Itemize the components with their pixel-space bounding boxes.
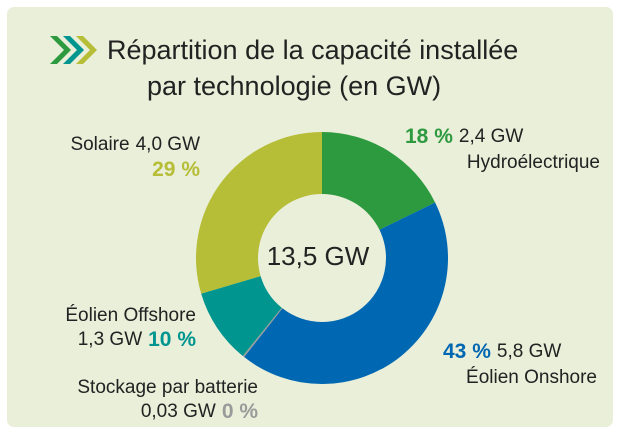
share-label: 10 % <box>148 328 196 351</box>
title-icon <box>50 36 97 64</box>
slice-label: 1,3 GW 10 % <box>78 328 197 351</box>
share-label: 18 % <box>405 125 453 148</box>
chevron <box>63 36 84 64</box>
slice-label: 0,03 GW 0 % <box>141 400 258 423</box>
slice <box>322 132 436 230</box>
share-label: 0 % <box>222 400 259 423</box>
value-label: 5,8 GW <box>497 341 561 362</box>
slice-label: 29 % <box>152 158 200 181</box>
slice-label: Stockage par batterie <box>77 377 258 398</box>
category-label: Éolien Onshore <box>466 367 597 388</box>
center-label: 13,5 GW <box>267 241 370 271</box>
value-label: 2,4 GW <box>459 126 523 147</box>
value-label: 0,03 GW <box>141 401 216 422</box>
value-label: 4,0 GW <box>136 134 200 155</box>
slice-label: 43 % 5,8 GW <box>443 340 561 363</box>
category-label: Éolien Offshore <box>65 305 196 326</box>
chevron <box>50 36 71 64</box>
donut <box>195 132 449 385</box>
slice-label: Solaire 4,0 GW <box>70 134 200 155</box>
slice-label: 18 % 2,4 GW <box>405 125 523 148</box>
share-label: 43 % <box>443 340 491 363</box>
slice <box>244 202 449 385</box>
category-label: Solaire <box>70 134 129 155</box>
share-label: 29 % <box>152 158 200 181</box>
value-label: 1,3 GW <box>78 329 142 350</box>
chevron <box>76 36 97 64</box>
slice <box>201 276 282 356</box>
category-label: Hydroélectrique <box>467 152 600 173</box>
category-label: Stockage par batterie <box>77 377 258 398</box>
slice-label: Éolien Onshore <box>466 367 597 388</box>
slice <box>242 307 283 358</box>
chart-title: Répartition de la capacité installée <box>107 35 518 65</box>
slice-label: Hydroélectrique <box>467 152 600 173</box>
slice <box>195 132 322 294</box>
slice-label: Éolien Offshore <box>65 305 196 326</box>
chart-title: par technologie (en GW) <box>147 71 441 101</box>
